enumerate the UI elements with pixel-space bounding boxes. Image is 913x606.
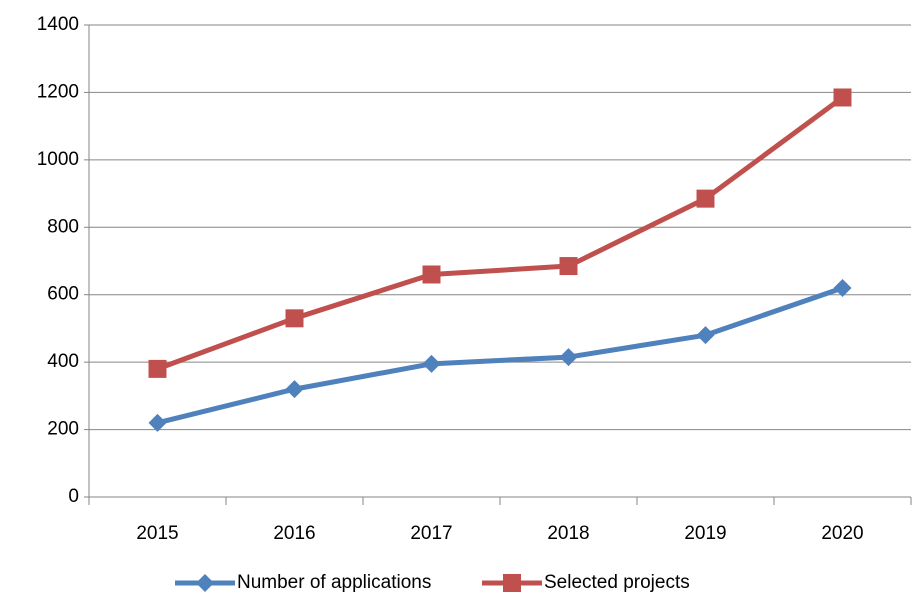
x-tick-label: 2015 bbox=[136, 523, 178, 544]
y-tick-label: 1200 bbox=[37, 81, 79, 102]
marker bbox=[285, 309, 304, 328]
marker bbox=[148, 413, 167, 432]
marker bbox=[833, 88, 852, 107]
y-tick-label: 800 bbox=[47, 216, 79, 237]
x-tick-label: 2020 bbox=[821, 523, 863, 544]
marker bbox=[148, 359, 167, 378]
legend-label: Number of applications bbox=[237, 572, 431, 593]
x-tick-label: 2016 bbox=[273, 523, 315, 544]
y-tick-label: 1000 bbox=[37, 149, 79, 170]
marker bbox=[422, 265, 441, 284]
y-tick-label: 400 bbox=[47, 351, 79, 372]
marker bbox=[696, 189, 715, 208]
line bbox=[156, 95, 844, 372]
y-tick-label: 1400 bbox=[37, 14, 79, 35]
marker bbox=[559, 257, 578, 276]
y-tick-label: 0 bbox=[68, 486, 79, 507]
marker bbox=[833, 278, 852, 297]
y-tick-label: 200 bbox=[47, 419, 79, 440]
y-tick-label: 600 bbox=[47, 284, 79, 305]
marker bbox=[696, 326, 715, 345]
legend-marker bbox=[196, 574, 214, 592]
marker bbox=[422, 354, 441, 373]
x-tick-label: 2017 bbox=[410, 523, 452, 544]
line bbox=[156, 285, 844, 426]
legend-label: Selected projects bbox=[544, 572, 690, 593]
x-tick-label: 2018 bbox=[547, 523, 589, 544]
legend-marker bbox=[503, 574, 521, 592]
marker bbox=[285, 380, 304, 399]
x-tick-label: 2019 bbox=[684, 523, 726, 544]
marker bbox=[559, 348, 578, 367]
